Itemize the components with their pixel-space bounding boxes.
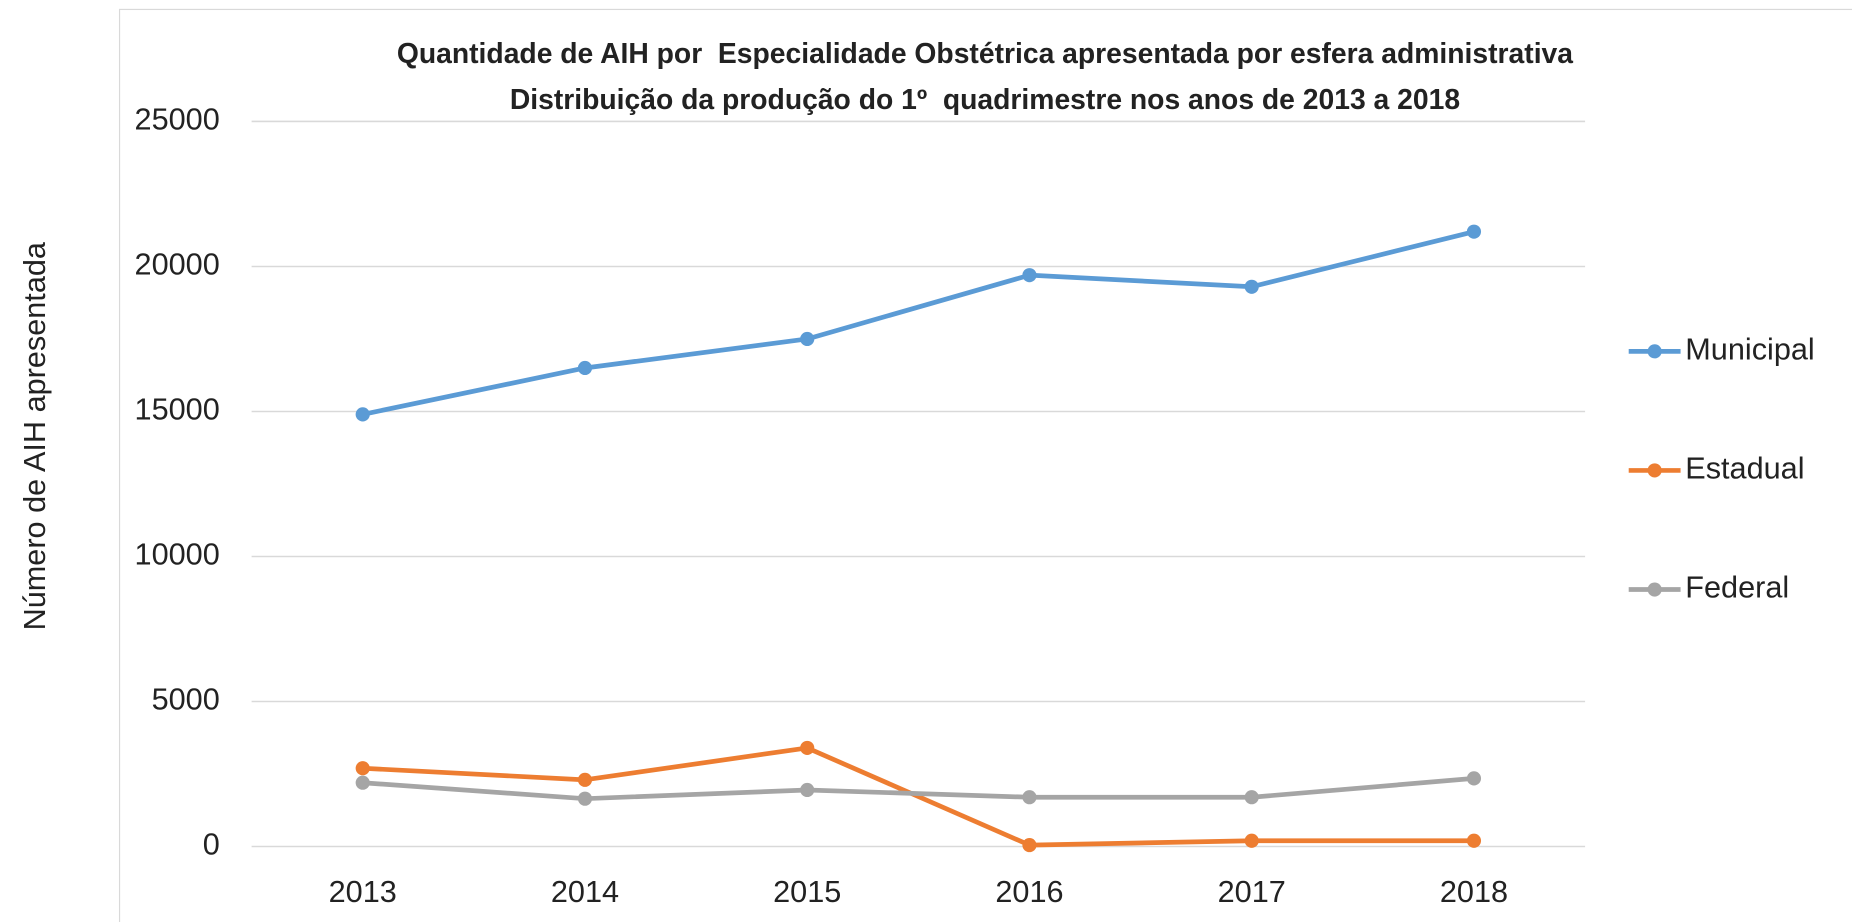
- chart-title: Quantidade de AIH por Especialidade Obst…: [397, 37, 1573, 69]
- legend-label: Estadual: [1685, 452, 1804, 486]
- y-tick-label: 0: [203, 828, 220, 862]
- data-point: [800, 740, 815, 756]
- data-point: [800, 782, 815, 798]
- x-tick-label: 2014: [551, 875, 619, 909]
- y-tick-label: 5000: [152, 683, 220, 717]
- data-point: [355, 761, 370, 776]
- legend-marker: [1647, 344, 1662, 359]
- data-point: [1466, 833, 1482, 848]
- series-line: [362, 776, 1475, 802]
- data-point: [1466, 771, 1482, 786]
- chart-subtitle: Distribuição da produção do 1º quadrimes…: [510, 83, 1460, 115]
- data-point: [1244, 279, 1259, 294]
- x-tick-label: 2015: [773, 875, 841, 909]
- data-point: [577, 360, 593, 376]
- x-tick-label: 2013: [329, 875, 397, 909]
- data-point: [1022, 838, 1037, 853]
- x-tick-label: 2017: [1218, 875, 1286, 909]
- x-tick-label: 2016: [995, 875, 1063, 909]
- data-point: [1022, 268, 1037, 283]
- x-tick-label: 2018: [1440, 875, 1508, 909]
- chart-frame: [118, 8, 1852, 922]
- y-tick-label: 25000: [135, 103, 220, 137]
- y-tick-label: 10000: [135, 538, 220, 572]
- y-axis-label: Número de AIH apresentada: [18, 241, 52, 630]
- data-point: [1022, 790, 1037, 805]
- legend-marker: [1647, 582, 1662, 597]
- data-point: [1466, 224, 1482, 239]
- series-line: [362, 229, 1475, 417]
- data-point: [577, 772, 593, 787]
- legend-marker: [1647, 463, 1662, 478]
- legend-label: Federal: [1685, 571, 1789, 605]
- data-point: [355, 407, 370, 422]
- data-point: [355, 775, 370, 790]
- data-point: [1244, 833, 1259, 848]
- legend-label: Municipal: [1685, 332, 1814, 366]
- data-point: [800, 331, 815, 347]
- y-tick-label: 15000: [135, 393, 220, 427]
- series-line: [362, 745, 1474, 848]
- data-point: [577, 791, 593, 806]
- data-point: [1244, 790, 1259, 805]
- y-tick-label: 20000: [135, 248, 220, 282]
